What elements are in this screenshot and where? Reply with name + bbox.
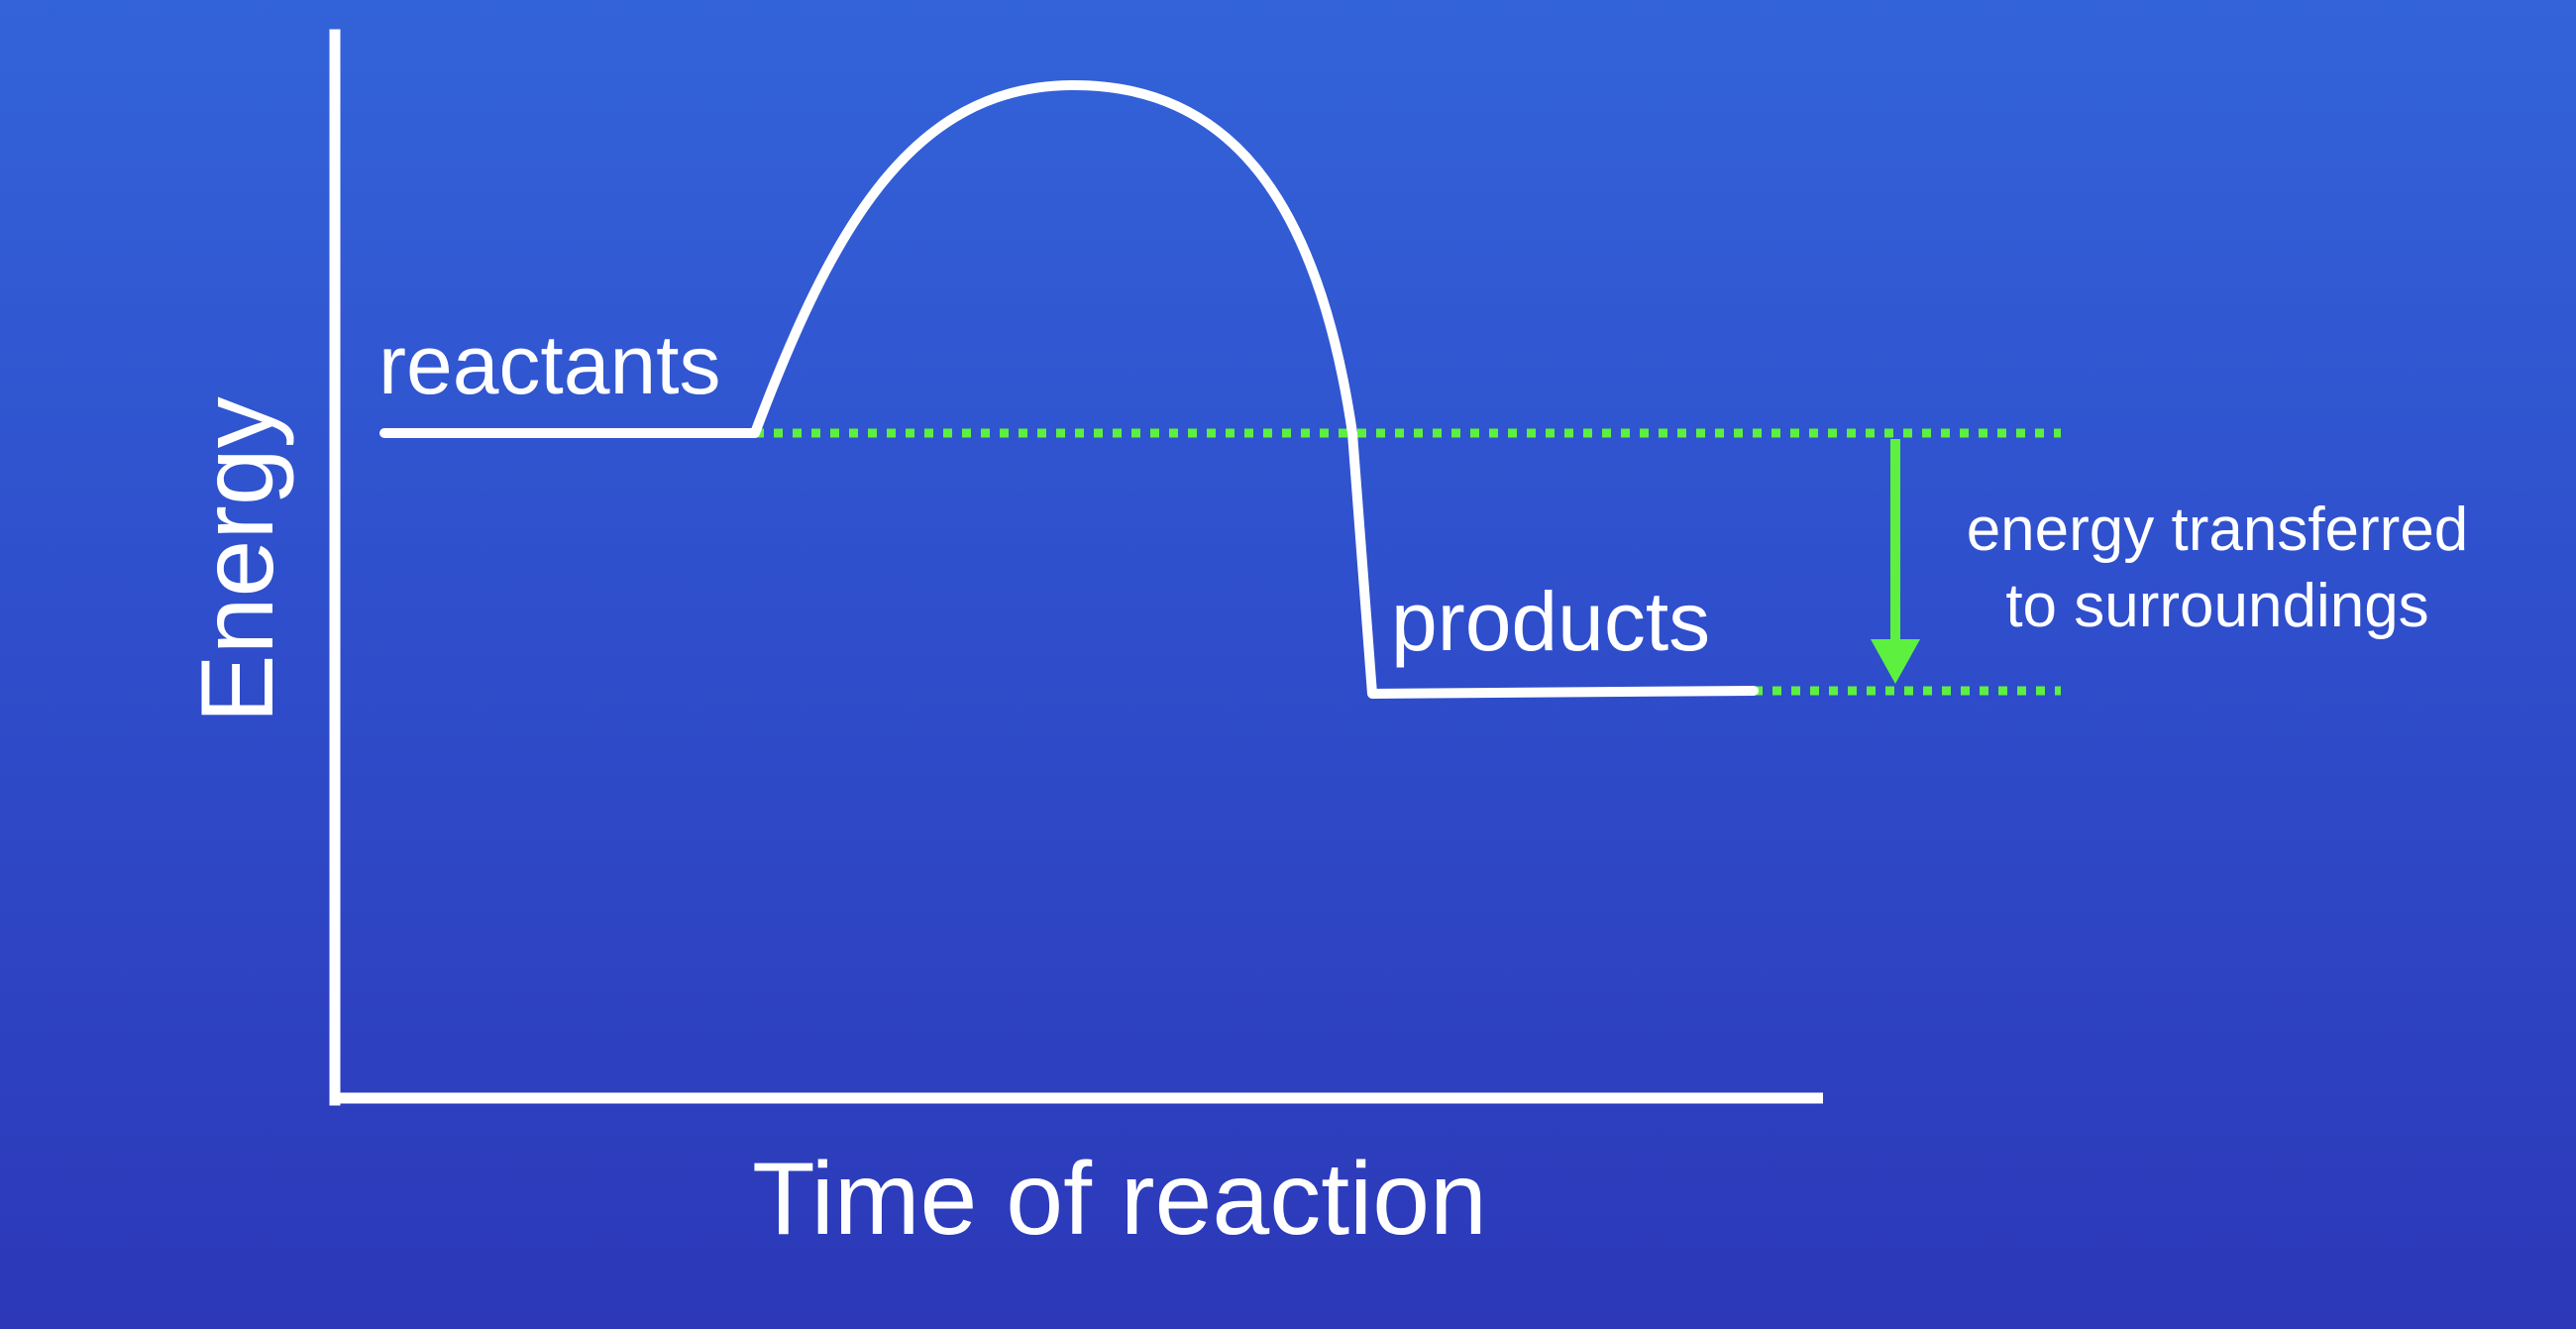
products-label: products	[1391, 575, 1710, 668]
arrow-down-icon	[1871, 639, 1920, 684]
energy-transfer-label-line2: to surroundings	[2005, 572, 2428, 640]
reactants-label: reactants	[378, 318, 721, 411]
x-axis-label: Time of reaction	[752, 1142, 1487, 1257]
y-axis-label: Energy	[180, 396, 295, 723]
reaction-energy-curve	[379, 79, 1759, 699]
energy-transfer-label-line1: energy transferred	[1967, 496, 2469, 564]
